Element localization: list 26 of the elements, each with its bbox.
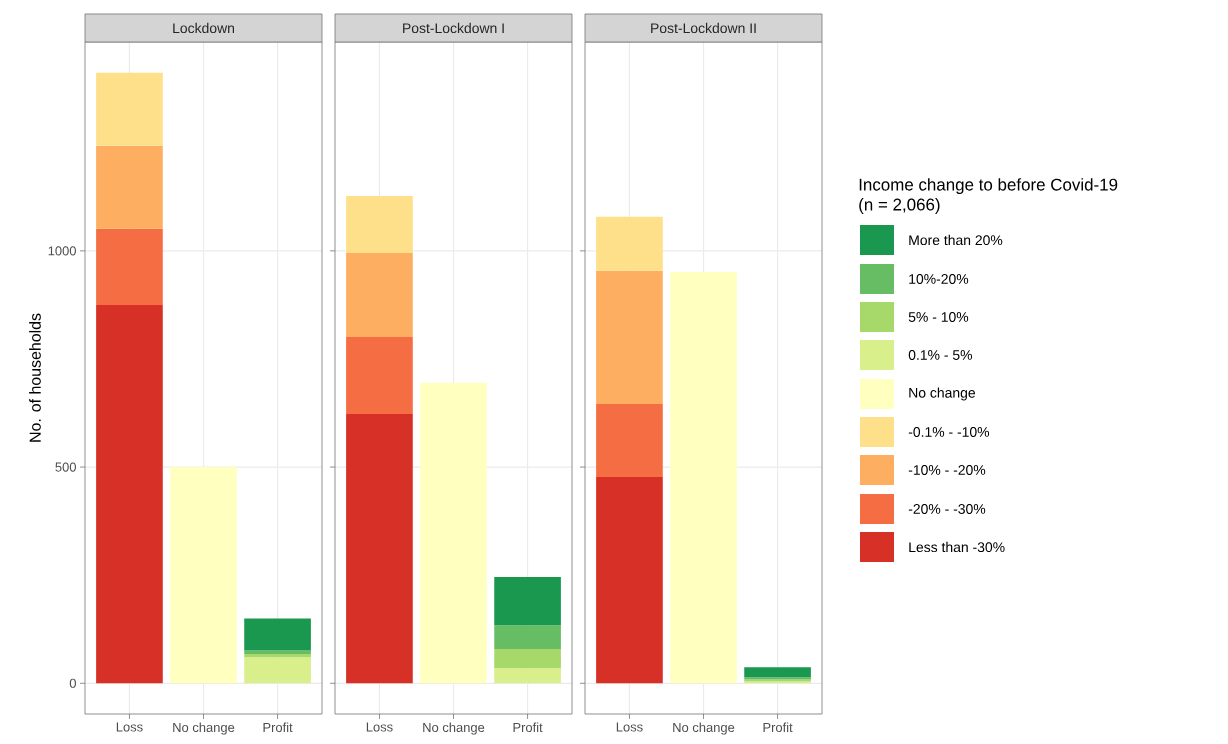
legend-label: More than 20%	[909, 234, 1003, 246]
legend-title: Income change to before Covid-19 (n = 2,066)	[859, 178, 1118, 214]
legend-label: 5% - 10%	[908, 312, 969, 322]
x-tick-label: Loss	[366, 722, 393, 732]
legend-label: -10% - -20%	[908, 465, 986, 475]
x-tick-label: No change	[173, 722, 235, 735]
x-tick-label: No change	[423, 722, 485, 735]
x-tick-label: Loss	[116, 722, 143, 732]
legend-label: No change	[909, 387, 976, 401]
x-tick-label: No change	[673, 722, 735, 735]
chart-title: Lockdown	[173, 22, 234, 34]
y-tick-label: 1000	[48, 246, 76, 256]
y-tick-label: 500	[55, 462, 76, 472]
chart-title: Post-Lockdown I	[403, 22, 504, 34]
x-tick-label: Loss	[616, 722, 643, 732]
legend-label: Less than -30%	[909, 541, 1005, 553]
legend-label: 0.1% - 5%	[908, 350, 973, 360]
x-tick-label: Profit	[513, 722, 543, 733]
y-tick-label: 0	[69, 678, 76, 688]
y-axis-title: No. of households	[29, 313, 41, 442]
legend-label: -20% - -30%	[908, 504, 986, 514]
chart-title: Post-Lockdown II	[651, 22, 756, 34]
legend-label: -0.1% - -10%	[908, 427, 990, 437]
x-tick-label: Profit	[763, 722, 793, 733]
x-tick-label: Profit	[263, 722, 293, 733]
legend-label: 10%-20%	[909, 274, 969, 284]
